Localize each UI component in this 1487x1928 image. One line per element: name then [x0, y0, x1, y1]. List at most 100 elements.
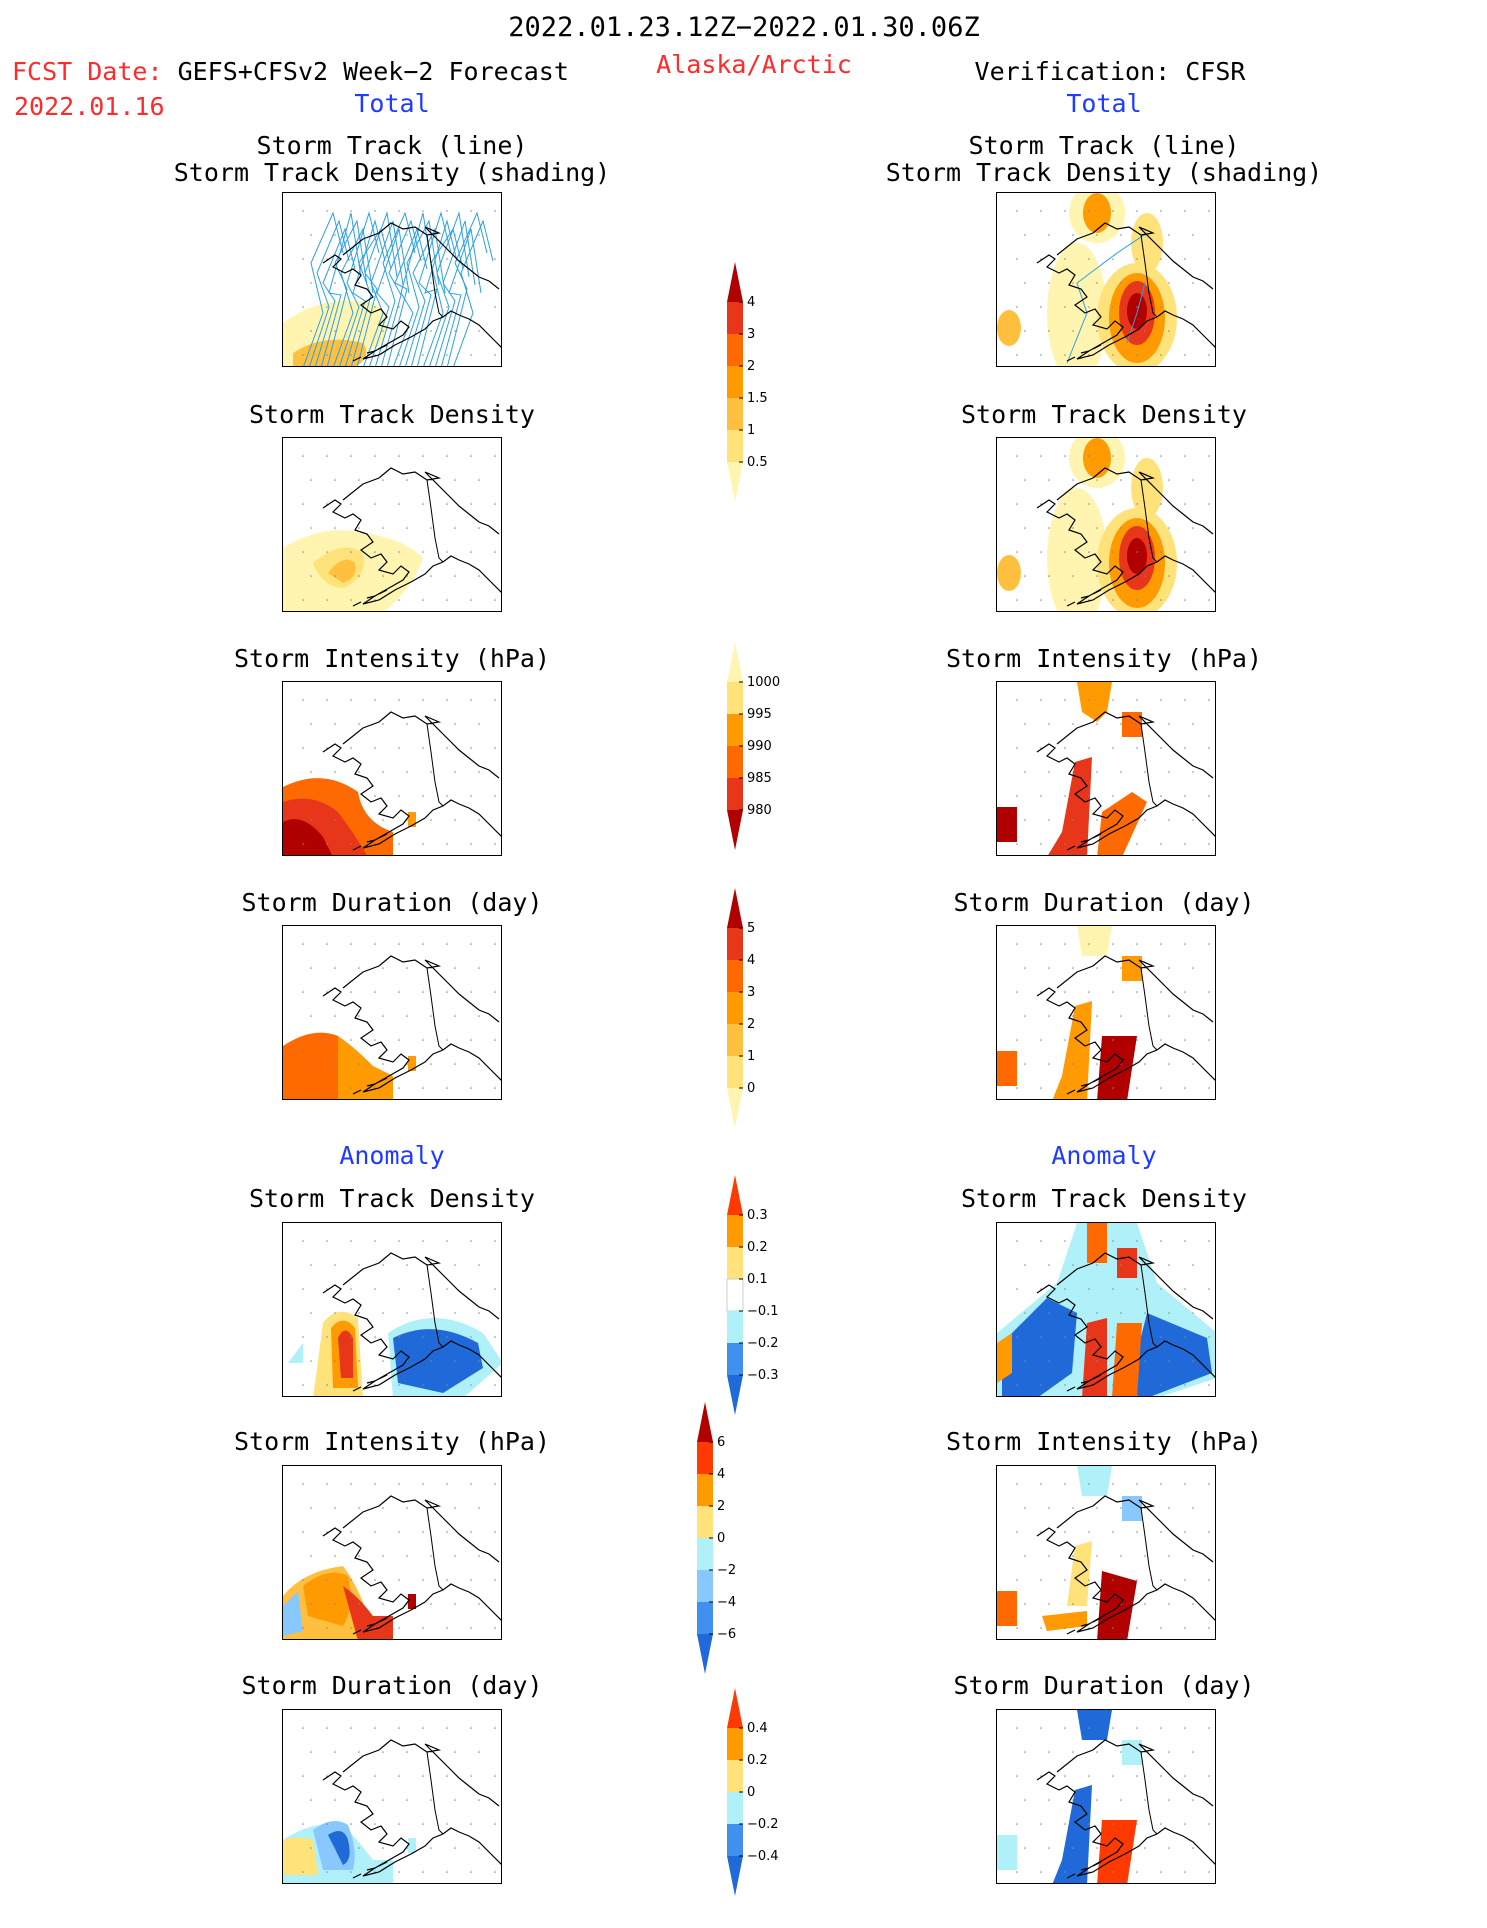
density-shade [328, 559, 356, 583]
map-anom-duration-forecast [282, 1709, 502, 1884]
panel-title-anom-duration-left: Storm Duration (day) [241, 1671, 543, 1700]
island-chain [1066, 1077, 1102, 1095]
colorbar-box [727, 928, 743, 960]
colorbar-tick-label: −0.4 [747, 1849, 779, 1864]
island-chain [1066, 1374, 1102, 1392]
coastline-north [342, 1739, 500, 1807]
colorbar-box [726, 1278, 744, 1312]
coastline-north [342, 955, 500, 1023]
storm-track-line [345, 219, 386, 366]
density-shade [1083, 438, 1111, 478]
panel-title-track-left: Storm Track (line) Storm Track Density (… [174, 132, 611, 186]
colorbar-box [727, 334, 743, 366]
colorbar-box [727, 302, 743, 334]
border-line [426, 479, 444, 563]
coastline-north [1056, 1252, 1214, 1320]
island-chain [352, 1077, 388, 1095]
coastline-north [342, 1495, 500, 1563]
colorbar-box [727, 1343, 743, 1375]
colorbar-box [727, 1056, 743, 1088]
coastline-north [342, 222, 500, 290]
coastline-north [1056, 222, 1214, 290]
map-intensity-forecast [282, 681, 502, 856]
colorbar-tick-label: 0 [747, 1785, 755, 1800]
date-range-title: 2022.01.23.12Z−2022.01.30.06Z [508, 12, 980, 43]
coastline [1036, 1771, 1215, 1877]
colorbar-box [697, 1602, 713, 1634]
anomaly-cell [1082, 1318, 1107, 1396]
colorbar-anom-duration: −0.4 −0.2 0 0.2 0.4 [727, 1688, 779, 1896]
coastline-north [1056, 955, 1214, 1023]
panel-title-anom-density-right: Storm Track Density [961, 1184, 1247, 1213]
coastline-north [1056, 711, 1214, 779]
colorbar-tick-label: 1.5 [747, 391, 768, 406]
map-canvas [283, 1727, 501, 1883]
map-layer [1016, 1727, 1215, 1879]
density-shade [997, 310, 1021, 346]
coastline [1036, 499, 1215, 605]
anomaly-cell [997, 1333, 1012, 1383]
map-density-forecast [282, 437, 502, 612]
colorbar-duration: 0 1 2 3 4 5 [727, 888, 755, 1128]
panel-title-track-right: Storm Track (line) Storm Track Density (… [886, 132, 1323, 186]
duration-cell [1122, 956, 1142, 981]
map-canvas [997, 438, 1215, 611]
anomaly-cell [1122, 1740, 1142, 1765]
storm-track-line [416, 219, 458, 366]
anomaly-cell [1117, 1248, 1137, 1278]
total-label-left: Total [354, 89, 430, 118]
colorbar-tick-label: 985 [747, 771, 772, 786]
storm-track-line [1126, 282, 1146, 344]
colorbar-tick-label: 4 [747, 953, 755, 968]
colorbar-tick-label: −2 [717, 1563, 736, 1578]
anomaly-cell [1077, 1466, 1112, 1496]
colorbar-box [727, 992, 743, 1024]
border-line [426, 1751, 444, 1835]
colorbar-tick-label: 4 [717, 1467, 725, 1482]
anomaly-shade [328, 1831, 350, 1865]
intensity-cell [1097, 792, 1147, 855]
map-anom-intensity-verification [996, 1465, 1216, 1640]
map-layer [302, 1240, 501, 1392]
map-layer [302, 210, 501, 362]
island-chain [352, 344, 388, 362]
panel-title-anom-duration-right: Storm Duration (day) [953, 1671, 1255, 1700]
border-line [426, 967, 444, 1051]
colorbar-extend-bottom [697, 1634, 713, 1674]
storm-track-line [411, 211, 452, 366]
map-anom-duration-verification [996, 1709, 1216, 1884]
intensity-cell [1122, 712, 1142, 737]
anomaly-shade [303, 1572, 351, 1626]
colorbar-density: 0.5 1 1.5 2 3 4 [727, 262, 768, 502]
storm-track-line [429, 211, 470, 366]
fcst-date-value: 2022.01.16 [14, 92, 165, 121]
density-shade [1127, 538, 1147, 574]
storm-track-line [315, 227, 356, 366]
border-line [1140, 479, 1158, 563]
intensity-cell [408, 812, 416, 827]
density-shade [1127, 293, 1147, 329]
border-line [1140, 234, 1158, 318]
border-line [1140, 1507, 1158, 1591]
colorbar-tick-label: 0.4 [747, 1721, 768, 1736]
map-canvas [283, 455, 501, 611]
colorbar-box [727, 1792, 743, 1824]
colorbar-box [727, 778, 743, 810]
colorbar-box [697, 1570, 713, 1602]
panel-title-duration-left: Storm Duration (day) [241, 888, 543, 917]
intensity-cell [997, 807, 1017, 842]
colorbar-tick-label: −0.1 [747, 1304, 779, 1319]
colorbar-tick-label: 2 [717, 1499, 725, 1514]
colorbar-box [727, 960, 743, 992]
anomaly-shade [288, 1343, 303, 1363]
colorbar-box [727, 398, 743, 430]
anomaly-cell [1052, 1785, 1092, 1883]
colorbar-intensity: 980 985 990 995 1000 [727, 642, 780, 850]
border-line [1140, 1264, 1158, 1348]
border-line [426, 234, 444, 318]
colorbar-tick-label: 995 [747, 707, 772, 722]
panel-title-intensity-right: Storm Intensity (hPa) [945, 644, 1263, 673]
map-canvas [283, 699, 501, 855]
anomaly-shade [338, 1330, 353, 1378]
colorbar-anom-density: −0.3 −0.2 −0.1 0.1 0.2 0.3 [726, 1175, 779, 1415]
